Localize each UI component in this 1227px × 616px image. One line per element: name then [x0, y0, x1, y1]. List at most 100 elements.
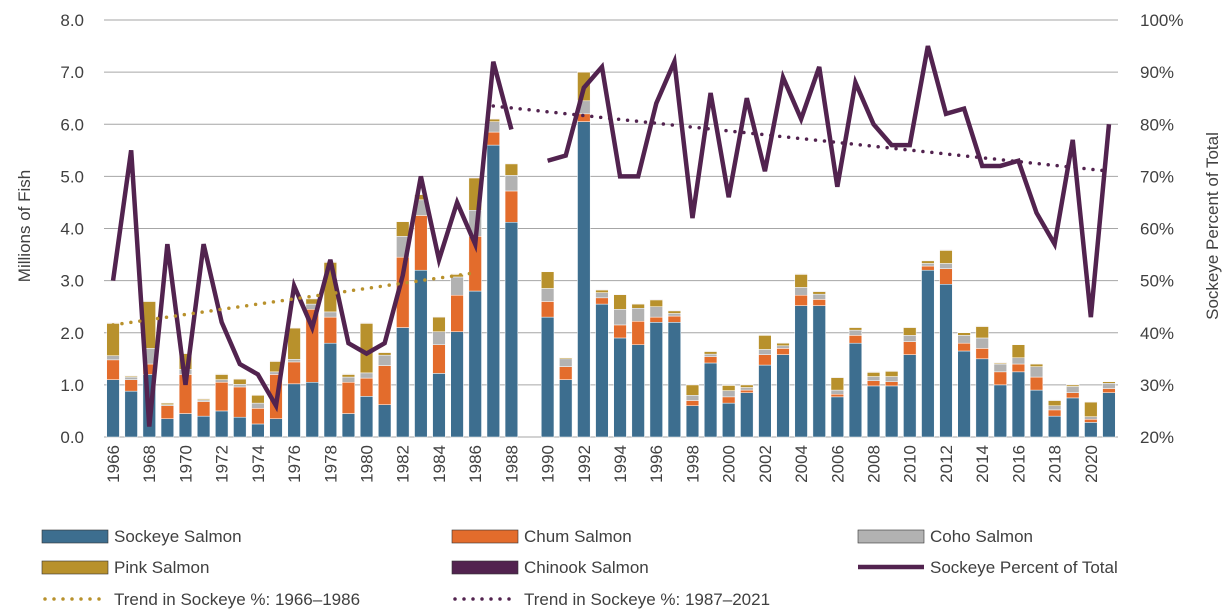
legend-item: Chum Salmon	[451, 527, 632, 546]
bar-coho-salmon1988	[504, 175, 518, 192]
x-axis: 1966 1968 1970 1972 1974 1976 1978 1980 1982 1984…	[104, 445, 1101, 483]
bar-chinook-salmon2000	[722, 384, 736, 386]
bar-chum-salmon1969	[160, 405, 174, 420]
bar-sockeye-salmon2020	[1084, 422, 1098, 438]
bar-pink-salmon1997	[667, 310, 681, 314]
bar-chinook-salmon1998	[685, 384, 700, 386]
bar-chinook-salmon1994	[613, 293, 627, 295]
x-tick-label: 1994	[611, 445, 630, 483]
bar-sockeye-salmon1981	[378, 404, 392, 438]
bar-pink-salmon1999	[704, 351, 718, 355]
bar-chum-salmon1985	[450, 294, 464, 332]
bar-sockeye-salmon1975	[269, 418, 283, 438]
bar-sockeye-salmon2008	[866, 385, 881, 438]
bar-pink-salmon1988	[504, 163, 518, 176]
bar-chinook-salmon1980	[359, 322, 374, 324]
bar-coho-salmon2004	[794, 287, 808, 296]
bar-coho-salmon1978	[323, 311, 337, 318]
bar-chum-salmon2012	[939, 268, 953, 285]
y2-tick-label: 60%	[1140, 220, 1174, 239]
bar-chinook-salmon1990	[541, 270, 555, 273]
x-tick-label: 2016	[1009, 445, 1028, 483]
bar-pink-salmon2002	[758, 335, 772, 350]
x-tick-label: 2002	[756, 445, 775, 483]
bar-sockeye-salmon1980	[359, 396, 374, 438]
bar-coho-salmon1990	[541, 288, 555, 302]
bar-coho-salmon2003	[776, 345, 790, 349]
bar-chinook-salmon1997	[667, 310, 681, 312]
bar-chum-salmon1974	[251, 408, 265, 425]
bar-chinook-salmon1992	[577, 71, 591, 73]
bar-chinook-salmon1982	[396, 220, 410, 222]
bar-coho-salmon2007	[848, 329, 863, 336]
y2-tick-label: 100%	[1140, 11, 1183, 30]
bar-chum-salmon1994	[613, 324, 627, 339]
legend-item: Pink Salmon	[41, 558, 209, 577]
bar-pink-salmon1979	[341, 374, 356, 378]
bar-coho-salmon1976	[287, 359, 301, 363]
bar-coho-salmon1994	[613, 309, 627, 326]
bar-pink-salmon2005	[812, 291, 826, 295]
bar-coho-salmon2006	[830, 389, 844, 395]
x-tick-label: 1976	[285, 445, 304, 483]
bar-sockeye-salmon1974	[251, 423, 265, 438]
bar-coho-salmon1997	[667, 313, 681, 317]
y2-tick-label: 80%	[1140, 115, 1174, 134]
y2-tick-label: 40%	[1140, 324, 1174, 343]
bar-chum-salmon1967	[124, 379, 138, 392]
legend-label: Coho Salmon	[930, 527, 1033, 546]
bar-chinook-salmon2020	[1084, 401, 1098, 403]
bar-sockeye-salmon2012	[939, 284, 953, 438]
bar-coho-salmon2001	[740, 387, 754, 391]
bar-pink-salmon2001	[740, 384, 754, 388]
bar-chum-salmon2020	[1084, 419, 1098, 423]
bar-chum-salmon1987	[486, 131, 500, 146]
bar-pink-salmon1980	[359, 323, 374, 374]
bar-chinook-salmon2011	[921, 260, 935, 262]
bar-pink-salmon2007	[848, 327, 863, 331]
x-tick-label: 1986	[466, 445, 485, 483]
bar-sockeye-salmon2021	[1102, 392, 1116, 438]
bar-chum-salmon2015	[993, 371, 1007, 386]
bar-chum-salmon1997	[667, 315, 681, 323]
bar-coho-salmon2019	[1066, 386, 1080, 393]
bar-chinook-salmon2012	[939, 249, 953, 251]
bar-chinook-salmon2001	[740, 384, 754, 386]
bar-pink-salmon1993	[595, 289, 609, 293]
bar-sockeye-salmon1987	[486, 144, 500, 438]
legend-label: Trend in Sockeye %: 1966–1986	[114, 590, 360, 609]
x-tick-label: 2020	[1082, 445, 1101, 483]
bar-chum-salmon1979	[341, 382, 356, 414]
bar-chinook-salmon2003	[776, 342, 790, 344]
bar-chum-salmon1980	[359, 377, 374, 397]
bar-sockeye-salmon1966	[106, 379, 120, 438]
bar-sockeye-salmon1973	[233, 416, 247, 438]
y-tick-label: 6.0	[60, 115, 84, 134]
bar-coho-salmon2011	[921, 263, 935, 267]
y-axis-title: Millions of Fish	[15, 170, 34, 282]
bar-coho-salmon2012	[939, 263, 953, 269]
bar-sockeye-salmon1977	[305, 382, 319, 438]
bar-sockeye-salmon1995	[631, 344, 645, 438]
bar-sockeye-salmon1969	[160, 418, 174, 438]
bar-chinook-salmon1996	[649, 299, 663, 301]
bar-coho-salmon1996	[649, 306, 663, 318]
bar-chinook-salmon1984	[432, 316, 446, 318]
bar-chum-salmon1971	[197, 401, 211, 417]
bar-sockeye-salmon2019	[1066, 397, 1080, 438]
bar-pink-salmon2010	[903, 327, 917, 336]
bar-coho-salmon2010	[903, 335, 917, 342]
bar-chinook-salmon2016	[1011, 343, 1025, 345]
bar-sockeye-salmon2010	[903, 354, 917, 438]
x-tick-label: 2018	[1046, 445, 1065, 483]
bar-pink-salmon2008	[866, 372, 881, 377]
bar-sockeye-salmon1971	[197, 415, 211, 438]
bar-pink-salmon1966	[106, 323, 120, 356]
bar-chinook-salmon1979	[341, 373, 356, 375]
bar-chinook-salmon1972	[215, 373, 229, 375]
bar-coho-salmon1974	[251, 402, 265, 409]
x-tick-label: 1974	[249, 445, 268, 483]
bar-chum-salmon1973	[233, 386, 247, 418]
bar-sockeye-salmon2007	[848, 342, 863, 438]
bar-chinook-salmon2015	[993, 362, 1007, 364]
